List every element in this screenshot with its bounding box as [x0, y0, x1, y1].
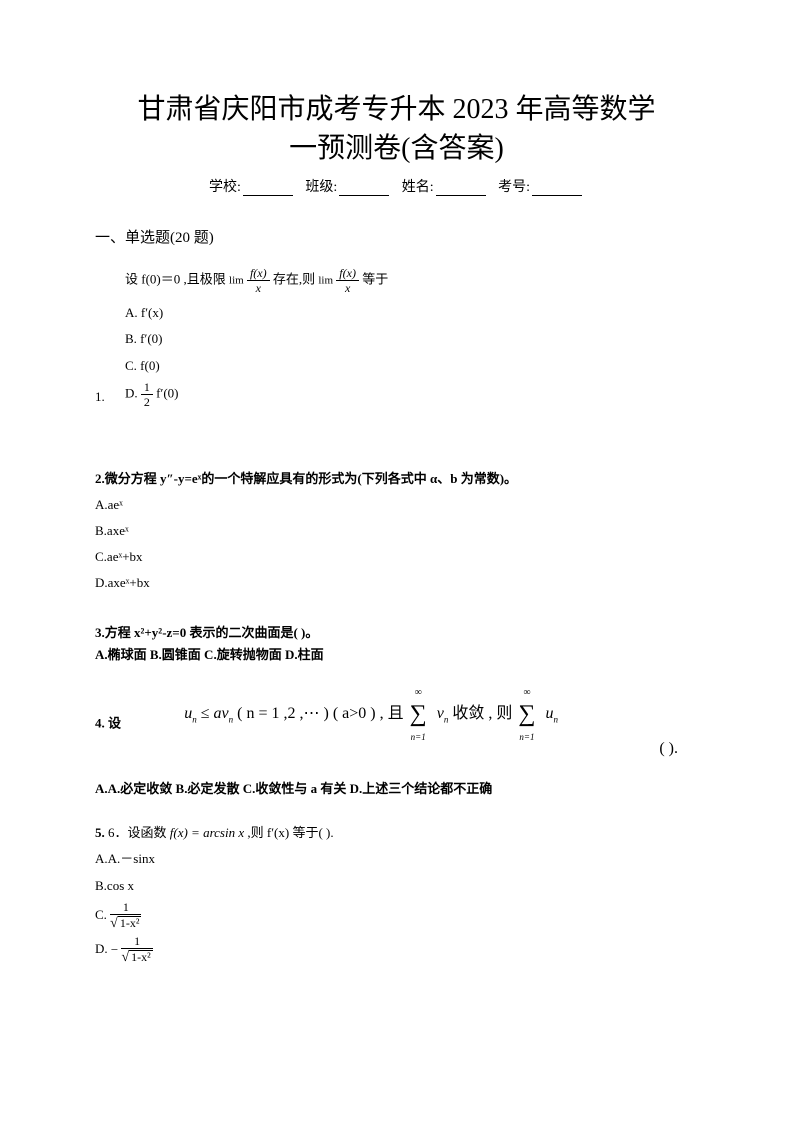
q1-option-a: A. f′(x)	[125, 302, 698, 324]
q1-option-d: D. 1 2 f′(0)	[125, 381, 698, 408]
sigma-icon: ∞ ∑ n=1	[410, 694, 427, 735]
q2-option-d: D.axeˣ+bx	[95, 572, 698, 594]
section-1-header: 一、单选题(20 题)	[95, 226, 698, 247]
q4-stem-end: ( ).	[95, 735, 698, 762]
question-1: 设 f(0)＝0 ,且极限 lim f(x) x 存在,则 lim f(x) x…	[95, 267, 698, 407]
q1-option-c: C. f(0)	[125, 355, 698, 377]
exam-title: 甘肃省庆阳市成考专升本 2023 年高等数学 一预测卷(含答案)	[95, 90, 698, 168]
q2-option-b: B.axeˣ	[95, 520, 698, 542]
sigma-icon: ∞ ∑ n=1	[518, 694, 535, 735]
class-blank	[339, 180, 389, 196]
question-5: 5. 6．设函数 f(x) = arcsin x ,则 f′(x) 等于( ).…	[95, 822, 698, 964]
class-label: 班级:	[305, 180, 337, 195]
q1-stem: 设 f(0)＝0 ,且极限 lim f(x) x 存在,则 lim f(x) x…	[125, 267, 698, 294]
name-label: 姓名:	[402, 180, 434, 195]
q5-option-b: B.cos x	[95, 875, 698, 897]
q2-option-c: C.aeˣ+bx	[95, 546, 698, 568]
question-2: 2.微分方程 y″-y=eˣ的一个特解应具有的形式为(下列各式中 α、b 为常数…	[95, 468, 698, 594]
q4-stem-line1: 4. 设 un ≤ avn ( n = 1 ,2 ,⋯ ) ( a>0 ) , …	[95, 694, 698, 735]
q4-options: A.A.必定收敛 B.必定发散 C.收敛性与 a 有关 D.上述三个结论都不正确	[95, 778, 698, 800]
school-label: 学校:	[209, 180, 241, 195]
question-3: 3.方程 x²+y²-z=0 表示的二次曲面是( )。 A.椭球面 B.圆锥面 …	[95, 622, 698, 666]
examid-blank	[532, 180, 582, 196]
q2-option-a: A.aeˣ	[95, 494, 698, 516]
title-line2: 一预测卷(含答案)	[289, 133, 504, 164]
q1-option-b: B. f′(0)	[125, 328, 698, 350]
student-info-line: 学校: 班级: 姓名: 考号:	[95, 176, 698, 196]
examid-label: 考号:	[498, 180, 530, 195]
q5-option-a: A.A.－sinx	[95, 848, 698, 870]
q2-stem: 2.微分方程 y″-y=eˣ的一个特解应具有的形式为(下列各式中 α、b 为常数…	[95, 468, 698, 490]
name-blank	[436, 180, 486, 196]
q1-number: 1.	[95, 386, 105, 408]
q3-options: A.椭球面 B.圆锥面 C.旋转抛物面 D.柱面	[95, 644, 698, 666]
school-blank	[243, 180, 293, 196]
q3-stem: 3.方程 x²+y²-z=0 表示的二次曲面是( )。	[95, 622, 698, 644]
q5-stem: 5. 6．设函数 f(x) = arcsin x ,则 f′(x) 等于( ).	[95, 822, 698, 844]
q5-option-d: D. − 1 √1-x²	[95, 935, 698, 965]
title-line1: 甘肃省庆阳市成考专升本 2023 年高等数学	[137, 94, 655, 125]
question-4: 4. 设 un ≤ avn ( n = 1 ,2 ,⋯ ) ( a>0 ) , …	[95, 694, 698, 800]
q5-option-c: C. 1 √1-x²	[95, 901, 698, 931]
